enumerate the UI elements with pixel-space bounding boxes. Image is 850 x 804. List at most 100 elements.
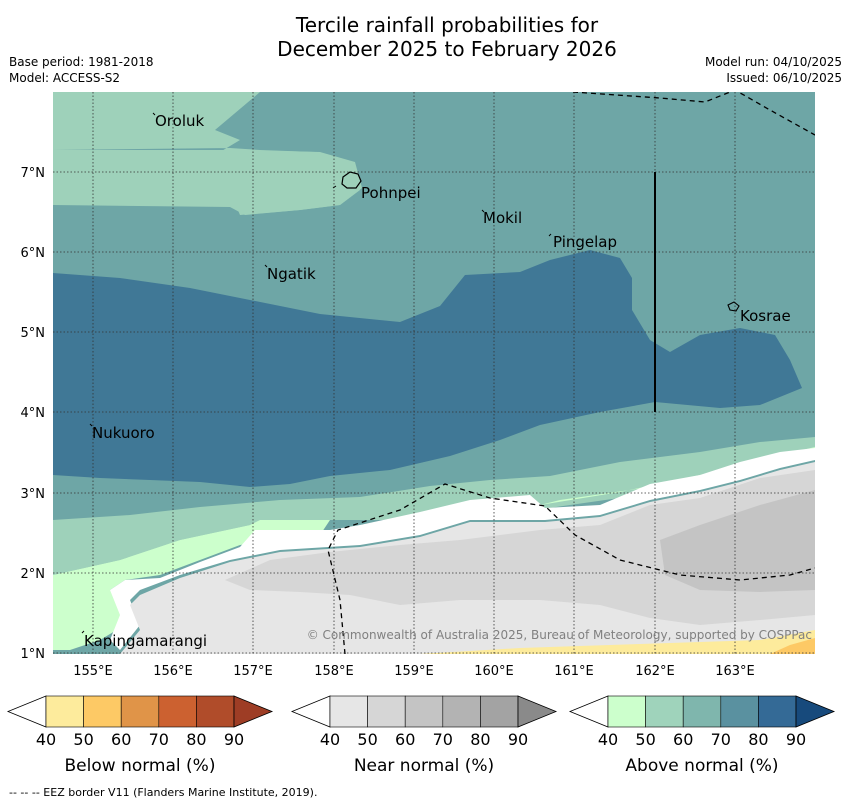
colorbar-tick: 70 <box>149 730 169 749</box>
place-labels: Oroluk Pohnpei Mokil Pingelap Ngatik Kos… <box>84 112 791 650</box>
lon-label: 159°E <box>394 664 434 679</box>
colorbar-tick: 70 <box>433 730 453 749</box>
lon-labels: 155°E 156°E 157°E 158°E 159°E 160°E 161°E 162°E… <box>73 664 755 679</box>
model-name: Model: ACCESS-S2 <box>9 71 121 85</box>
lon-label: 157°E <box>233 664 273 679</box>
colorbar-tick: 80 <box>186 730 206 749</box>
colorbar-tick: 50 <box>635 730 655 749</box>
lon-label: 160°E <box>474 664 514 679</box>
colorbar-segment <box>45 695 84 728</box>
colorbar-segment <box>404 695 444 728</box>
lon-label: 158°E <box>314 664 354 679</box>
colorbar-1: 40 50 60 70 80 90 <box>290 695 558 749</box>
colorbar-tick: 60 <box>111 730 131 749</box>
colorbar-tick: 40 <box>598 730 618 749</box>
colorbar-segment <box>442 695 481 728</box>
colorbar-high-arrow <box>233 695 274 728</box>
region-above-70 <box>53 250 802 487</box>
lat-label: 4°N <box>21 406 46 421</box>
colorbar-tick: 80 <box>470 730 490 749</box>
colorbar-title-near: Near normal (%) <box>353 756 495 776</box>
lat-label: 3°N <box>21 487 46 502</box>
colorbar-segment <box>720 695 759 728</box>
model-run: Model run: 04/10/2025 <box>704 55 842 69</box>
colorbar-0: 40 50 60 70 80 90 <box>6 695 274 749</box>
colorbar-low-arrow <box>6 695 47 728</box>
pohnpei-island-shape <box>341 171 362 189</box>
place-mokil: Mokil <box>483 209 522 227</box>
eez-border-north <box>572 92 815 136</box>
colorbars: 40 50 60 70 80 90 40 50 60 70 80 90 40 50 60 70 80 90 <box>6 695 836 749</box>
map-title: Tercile rainfall probabilities for Decem… <box>0 13 850 61</box>
colorbar-title-below: Below normal (%) <box>64 756 216 776</box>
colorbar-segment <box>607 695 646 728</box>
colorbar-segment <box>682 695 722 728</box>
colorbar-high-arrow <box>517 695 558 728</box>
gridlines <box>53 92 815 654</box>
colorbar-tick: 40 <box>36 730 56 749</box>
lat-label: 2°N <box>21 567 46 582</box>
region-above-40-east <box>540 447 815 505</box>
place-ngatik: Ngatik <box>267 265 316 283</box>
meta-right: Model run: 04/10/2025 Issued: 06/10/2025 <box>705 54 842 86</box>
place-kosrae: Kosrae <box>740 307 791 325</box>
lat-label: 5°N <box>21 326 46 341</box>
place-nukuoro: Nukuoro <box>92 424 155 442</box>
meta-left: Base period: 1981-2018 Model: ACCESS-S2 <box>9 54 154 86</box>
colorbar-tick: 50 <box>357 730 377 749</box>
colorbar-tick: 90 <box>224 730 244 749</box>
colorbar-segment <box>645 695 684 728</box>
colorbar-tick: 60 <box>395 730 415 749</box>
region-near-50 <box>225 470 815 625</box>
colorbar-segment <box>367 695 406 728</box>
lon-label: 161°E <box>554 664 594 679</box>
eez-border-south <box>327 483 815 654</box>
kosrae-island-shape <box>727 301 740 312</box>
colorbar-tick: 60 <box>673 730 693 749</box>
eez-footer-note: -- -- -- EEZ border V11 (Flanders Marine… <box>9 786 318 799</box>
map-area <box>53 92 815 654</box>
region-white-gap <box>110 448 815 650</box>
colorbar-tick: 80 <box>748 730 768 749</box>
region-below-40 <box>420 630 815 654</box>
colorbar-tick: 90 <box>508 730 528 749</box>
place-oroluk: Oroluk <box>155 112 204 130</box>
colorbar-high-arrow <box>795 695 836 728</box>
lat-labels: 7°N 6°N 5°N 4°N 3°N 2°N 1°N <box>21 166 46 662</box>
copyright-text: © Commonwealth of Australia 2025, Bureau… <box>307 628 812 642</box>
eez-borders <box>327 92 815 654</box>
issued-date: Issued: 06/10/2025 <box>726 71 842 85</box>
colorbar-segment <box>480 695 519 728</box>
region-above-50-pohnpei <box>53 150 362 215</box>
region-below-50 <box>770 638 815 654</box>
lat-label: 7°N <box>21 166 46 181</box>
title-line-2: December 2025 to February 2026 <box>277 37 617 61</box>
base-period: Base period: 1981-2018 <box>9 55 154 69</box>
place-kapingamarangi: Kapingamarangi <box>84 632 207 650</box>
place-pingelap: Pingelap <box>553 233 617 251</box>
colorbar-low-arrow <box>568 695 609 728</box>
colorbar-tick: 40 <box>320 730 340 749</box>
colorbar-segment <box>83 695 122 728</box>
region-above-50-south <box>53 437 815 575</box>
colorbar-2: 40 50 60 70 80 90 <box>568 695 836 749</box>
colorbar-segment <box>120 695 160 728</box>
colorbar-title-above: Above normal (%) <box>625 756 779 776</box>
colorbar-segment <box>196 695 235 728</box>
place-markers <box>81 112 552 634</box>
colorbar-segment <box>329 695 368 728</box>
lat-label: 6°N <box>21 246 46 261</box>
title-line-1: Tercile rainfall probabilities for <box>295 13 599 37</box>
region-near-60 <box>660 490 815 592</box>
lon-label: 156°E <box>153 664 193 679</box>
lon-label: 155°E <box>73 664 113 679</box>
colorbar-tick: 70 <box>711 730 731 749</box>
colorbar-tick: 50 <box>73 730 93 749</box>
lat-label: 1°N <box>21 647 46 662</box>
colorbar-low-arrow <box>290 695 331 728</box>
lon-label: 163°E <box>715 664 755 679</box>
place-pohnpei: Pohnpei <box>361 184 421 202</box>
colorbar-tick: 90 <box>786 730 806 749</box>
colorbar-segment <box>158 695 197 728</box>
lon-label: 162°E <box>635 664 675 679</box>
